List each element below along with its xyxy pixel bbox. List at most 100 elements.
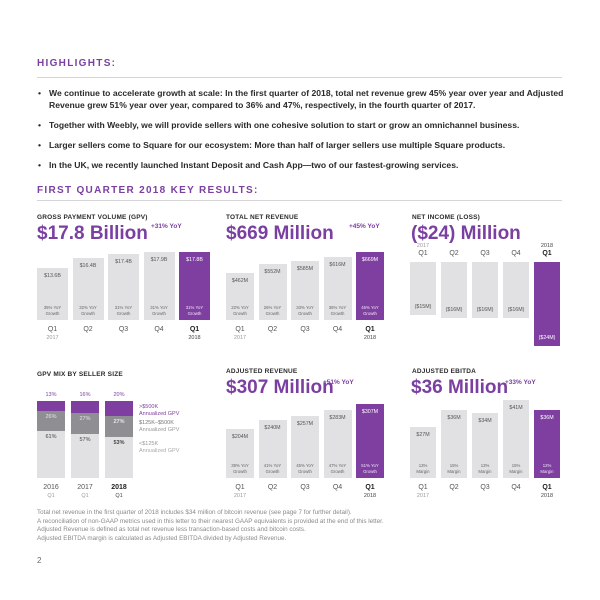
adjusted_ebitda-bar-value-label: $36M [447,414,461,421]
net_revenue-bar: $585M 33% YoY Growth [291,260,319,320]
adjusted_revenue-bar: $283M 47% YoY Growth [323,409,352,478]
gpv_mix-x-sublabel: Q1 [115,493,123,499]
key-results-divider [37,200,562,201]
gpv-bar-value-label: $17.4B [115,258,132,265]
adjusted_ebitda-bar-value-label: $34M [478,418,492,425]
adjusted_revenue-bar-value-label: $307M [361,409,379,415]
gpv_mix-legend-item: $125K–$500K Annualized GPV [139,420,180,433]
net_income-bar-value-label: ($16M) [445,307,463,313]
highlight-bullet: In the UK, we recently launched Instant … [37,160,567,172]
adjusted_revenue-bar-value-label: $283M [329,414,346,421]
gpv-bar: $17.8B 31% YoY Growth [179,252,210,320]
net_revenue-bar-value-label: $616M [329,262,346,269]
gpv-x-tick-label: Q1 [189,326,200,333]
net_revenue-bar-note: 36% YoY Growth [328,305,347,316]
adjusted-ebitda-yoy: +33% YoY [505,379,536,386]
gpv-bar: $13.6B 35% YoY Growth [37,268,68,320]
adjusted_ebitda-bar-note: 13% Margin [478,463,492,474]
net_income-x-tick-label: Q3 [480,250,490,257]
adjusted_ebitda-x-year-label: 2017 [416,493,430,499]
adjusted_ebitda-bar: $36M 12% Margin [534,409,560,478]
net-revenue-title: TOTAL NET REVENUE [226,214,299,221]
net_revenue-bar: $669M 45% YoY Growth [356,252,384,320]
net_revenue-x-year-label: 2017 [233,335,247,341]
gpv_mix-segment [37,401,65,411]
gpv-bar-note: 31% YoY Growth [185,305,204,316]
net_revenue-bar: $552M 26% YoY Growth [258,263,287,320]
gpv-x-tick-label: Q4 [154,326,164,333]
net-revenue-headline: $669 Million [226,223,334,244]
net_revenue-x-tick-label: Q2 [267,326,278,333]
adjusted_ebitda-bar: $27M 13% Margin [410,426,436,478]
gpv-x-year-label: 2017 [46,335,59,341]
adjusted_revenue-bar-note: 51% YoY Growth [361,463,379,474]
adjusted_ebitda-x-tick-label: Q1 [542,484,552,491]
adjusted_ebitda-bar-note: 13% Margin [416,463,430,474]
gpv_mix-segment-label: 27% [113,419,125,426]
highlight-bullet: Together with Weebly, we will provide se… [37,120,567,132]
gpv_mix-x-sublabel: Q1 [81,493,89,499]
gpv-bar-value-label: $13.6B [44,273,61,280]
gpv_mix-segment: 27% [105,416,133,438]
gpv_mix-segment [71,401,99,414]
adjusted_ebitda-x-tick-label: Q3 [480,484,490,491]
gpv-headline: $17.8 Billion [37,223,148,244]
adjusted_ebitda-bar-note: 15% Margin [509,463,523,474]
adjusted-ebitda-headline: $36 Million [411,377,509,398]
gpv_mix-segment: 53% [105,437,133,478]
adjusted_revenue-x-tick-label: Q1 [365,484,375,491]
net_revenue-bar-value-label: $585M [296,265,314,272]
net-income-headline: ($24) Million [411,223,521,244]
gpv_mix-stacked-bar: 27% 57% [71,401,99,478]
net_revenue-bar-value-label: $552M [264,268,281,275]
gpv-bar: $16.4B 32% YoY Growth [72,257,104,320]
gpv-x-tick-label: Q2 [83,326,93,333]
gpv-x-tick-label: Q1 [47,326,58,333]
highlight-bullet: Larger sellers come to Square for our ec… [37,140,567,152]
net_income-bar-value-label: ($24M) [538,335,556,341]
highlights-list: We continue to accelerate growth at scal… [37,88,567,180]
net_income-bar: ($16M) [472,262,498,318]
gpv_mix-segment-label: 53% [113,440,125,447]
adjusted_ebitda-bar-value-label: $36M [540,414,554,421]
key-results-heading: FIRST QUARTER 2018 KEY RESULTS: [37,185,259,196]
adjusted_ebitda-x-tick-label: Q2 [449,484,459,491]
net_revenue-bar-note: 45% YoY Growth [361,305,379,316]
adjusted_revenue-bar-note: 41% YoY Growth [263,463,282,474]
highlight-bullet: We continue to accelerate growth at scal… [37,88,567,111]
footnote: A reconciliation of non-GAAP metrics use… [37,517,384,525]
net_income-bar-value-label: ($15M) [414,303,432,310]
highlights-heading: HIGHLIGHTS: [37,58,117,69]
net_revenue-bar-value-label: $669M [361,257,379,263]
net_income-x-tick-label: Q2 [449,250,459,257]
adjusted_ebitda-x-year-label: 2018 [540,493,554,499]
adjusted_revenue-bar-value-label: $257M [296,421,314,428]
footnote: Adjusted EBITDA margin is calculated as … [37,534,287,542]
gpv-bar-note: 31% YoY Growth [150,305,168,316]
gpv_mix-segment-label: 26% [45,414,57,420]
net_income-bar-value-label: ($16M) [476,307,494,313]
net_income-bar: ($15M) [410,262,436,315]
adjusted_revenue-bar: $257M 45% YoY Growth [291,416,319,478]
footnote: Adjusted Revenue is defined as total net… [37,526,306,534]
footnotes: Total net revenue in the first quarter o… [37,509,557,543]
adjusted_revenue-bar-note: 47% YoY Growth [328,463,347,474]
adjusted_ebitda-bar: $36M 15% Margin [441,409,467,478]
net_income-x-tick-label: Q4 [511,250,521,257]
adjusted_ebitda-bar-value-label: $41M [509,405,523,411]
net_income-bar: ($16M) [441,262,467,318]
adjusted_revenue-bar-value-label: $204M [231,433,249,440]
adjusted_ebitda-bar-note: 12% Margin [540,463,554,474]
gpv_mix-segment-label: 27% [79,416,91,423]
gpv-title: GROSS PAYMENT VOLUME (GPV) [37,214,148,221]
gpv_mix-legend-item: >$500K Annualized GPV [139,404,180,417]
adjusted_revenue-bar: $307M 51% YoY Growth [356,404,384,478]
net_revenue-bar-note: 26% YoY Growth [263,305,282,316]
footnote: Total net revenue in the first quarter o… [37,509,352,516]
adjusted_ebitda-x-tick-label: Q4 [511,484,521,491]
gpv_mix-segment: 61% [37,431,65,478]
net_revenue-x-tick-label: Q3 [300,326,310,333]
gpv_mix-segment: 26% [37,411,65,432]
gpv_mix-x-tick-label: 2016 [43,484,59,491]
net_revenue-bar: $462M 22% YoY Growth [226,273,254,320]
